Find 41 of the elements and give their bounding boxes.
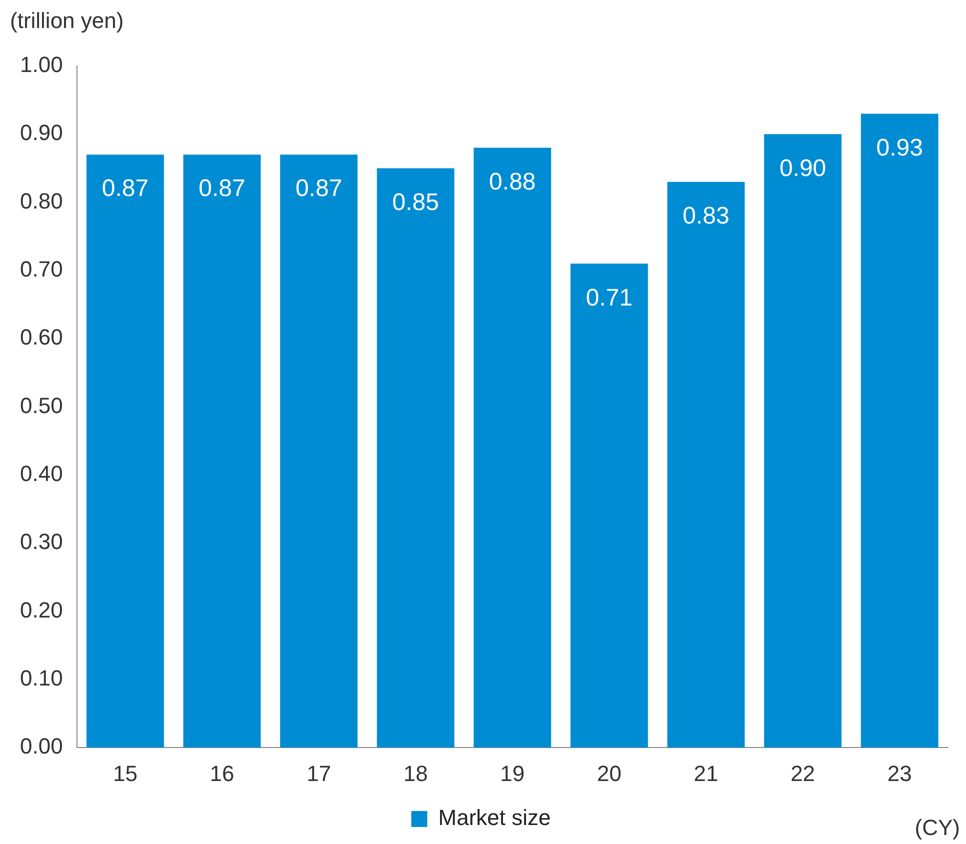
bar bbox=[570, 264, 648, 748]
data-label: 0.87 bbox=[295, 175, 342, 202]
y-tick-label: 0.00 bbox=[20, 734, 63, 759]
data-label: 0.90 bbox=[779, 154, 826, 182]
y-tick-label: 0.40 bbox=[20, 461, 63, 486]
y-tick-label: 0.90 bbox=[20, 120, 63, 146]
data-label: 0.87 bbox=[198, 175, 246, 202]
data-label: 0.85 bbox=[392, 188, 439, 216]
bar bbox=[474, 148, 552, 748]
bar bbox=[183, 154, 261, 748]
bar bbox=[667, 182, 745, 748]
data-label: 0.87 bbox=[102, 175, 149, 202]
bar bbox=[376, 168, 454, 748]
bar bbox=[860, 114, 938, 748]
x-axis-title: (CY) bbox=[914, 815, 960, 841]
x-tick-label: 19 bbox=[500, 760, 525, 786]
y-tick-label: 0.60 bbox=[20, 324, 63, 350]
data-label: 0.83 bbox=[682, 202, 730, 230]
x-tick-label: 15 bbox=[112, 760, 138, 786]
data-label: 0.88 bbox=[489, 168, 536, 196]
x-tick-label: 16 bbox=[210, 760, 234, 786]
y-tick-label: 0.20 bbox=[20, 597, 63, 622]
data-label: 0.71 bbox=[586, 284, 633, 312]
bar bbox=[86, 154, 164, 748]
y-tick-label: 0.30 bbox=[20, 529, 63, 554]
data-label: 0.93 bbox=[876, 134, 923, 162]
y-tick-label: 1.00 bbox=[20, 52, 63, 78]
y-tick-label: 0.70 bbox=[20, 256, 63, 282]
y-axis-title: (trillion yen) bbox=[10, 8, 124, 34]
x-tick-label: 23 bbox=[887, 760, 912, 786]
x-tick-label: 21 bbox=[694, 760, 718, 786]
x-tick-label: 17 bbox=[306, 760, 332, 786]
x-tick-label: 18 bbox=[403, 760, 428, 786]
x-tick-label: 20 bbox=[596, 760, 622, 786]
y-tick-label: 0.80 bbox=[20, 188, 63, 214]
y-tick-label: 0.50 bbox=[20, 392, 63, 418]
bar bbox=[280, 154, 358, 748]
x-tick-label: 22 bbox=[790, 760, 816, 786]
legend-label: Market size bbox=[438, 805, 551, 830]
y-tick-label: 0.10 bbox=[20, 666, 63, 691]
bar bbox=[764, 134, 842, 748]
